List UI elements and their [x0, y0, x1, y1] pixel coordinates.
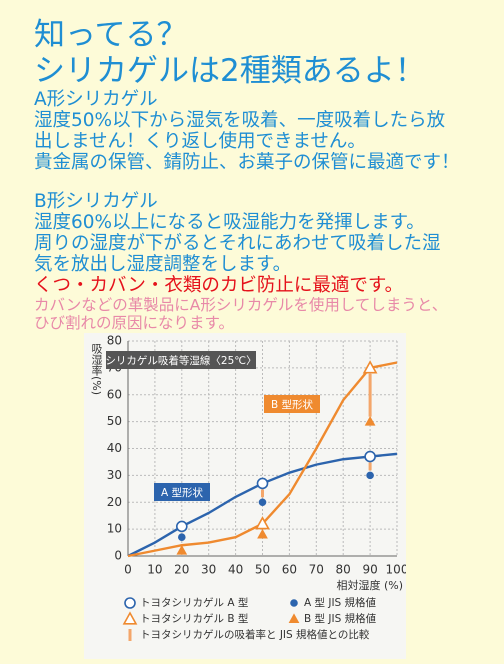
marker	[366, 471, 374, 480]
chart-title-box	[106, 351, 256, 369]
y-tick-label: 30	[107, 468, 122, 482]
legend-label: A 型 JIS 規格値	[304, 596, 377, 609]
marker	[256, 477, 269, 490]
x-tick-label: 70	[309, 563, 324, 577]
marker	[364, 450, 376, 463]
text: 湿度60%以上になると吸湿能力を発揮します。	[34, 212, 425, 233]
x-tick-label: 100	[386, 563, 406, 577]
marker	[122, 611, 138, 625]
y-axis-label: 吸湿率(%)	[90, 343, 103, 395]
text: 気を放出し湿度調整をします。	[34, 254, 292, 275]
x-tick-label: 40	[228, 563, 243, 577]
chart: 010203040506070800102030405060708090100吸…	[84, 333, 406, 659]
x-tick-label: 0	[124, 563, 132, 577]
x-tick-label: 20	[174, 563, 189, 577]
marker	[124, 597, 136, 609]
y-tick-label: 0	[114, 549, 122, 563]
x-tick-label: 30	[201, 563, 216, 577]
title: 知ってる？	[34, 17, 188, 53]
title: シリカゲルは2種類あるよ！	[34, 53, 426, 89]
curve-label: A 型形状	[161, 486, 204, 499]
text: 周りの湿度が下がるとそれにあわせて吸着した湿	[34, 233, 441, 254]
x-tick-label: 80	[336, 563, 351, 577]
legend-label: B 型 JIS 規格値	[304, 612, 377, 625]
marker	[258, 498, 267, 507]
marker	[176, 544, 188, 555]
note: ひび割れの原因になります。	[34, 314, 234, 332]
heading: B形シリカゲル	[34, 191, 158, 212]
x-tick-label: 10	[147, 563, 162, 577]
chart-title: シリカゲル吸着等湿線〈25℃〉	[105, 354, 256, 367]
marker	[290, 599, 298, 607]
x-axis-label: 相対湿度 (%)	[336, 578, 403, 592]
y-tick-label: 20	[107, 495, 122, 509]
x-tick-label: 90	[362, 563, 377, 577]
y-tick-label: 60	[107, 387, 122, 401]
marker	[364, 415, 376, 426]
legend-label: トヨタシリカゲル A 型	[140, 596, 248, 609]
text: 出しません！くり返し使用できません。	[34, 131, 366, 152]
text: 貴金属の保管、錆防止、お菓子の保管に最適です！	[34, 152, 460, 173]
marker	[176, 520, 188, 533]
text: 湿度50%以下から湿気を吸着、一度吸着したら放	[34, 110, 446, 131]
highlight: くつ・カバン・衣類のカビ防止に最適です。	[34, 275, 404, 296]
y-tick-label: 50	[107, 414, 122, 428]
y-tick-label: 80	[107, 334, 122, 348]
note: カバンなどの革製品にA形シリカゲルを使用してしまうと、	[34, 296, 448, 314]
y-tick-label: 40	[107, 441, 122, 455]
x-tick-label: 50	[255, 563, 270, 577]
curve-label-box	[154, 483, 210, 501]
marker	[178, 533, 186, 541]
marker	[257, 528, 268, 539]
heading: A形シリカゲル	[34, 89, 158, 110]
x-tick-label: 60	[282, 563, 297, 577]
marker	[288, 613, 300, 624]
legend-label: トヨタシリカゲル B 型	[140, 612, 248, 625]
curve-label: B 型形状	[271, 398, 314, 411]
legend-label: トヨタシリカゲルの吸着率と JIS 規格値との比較	[140, 628, 370, 641]
marker	[255, 516, 270, 530]
y-tick-label: 10	[107, 522, 122, 536]
curve-label-box	[264, 395, 320, 413]
marker	[362, 360, 378, 374]
